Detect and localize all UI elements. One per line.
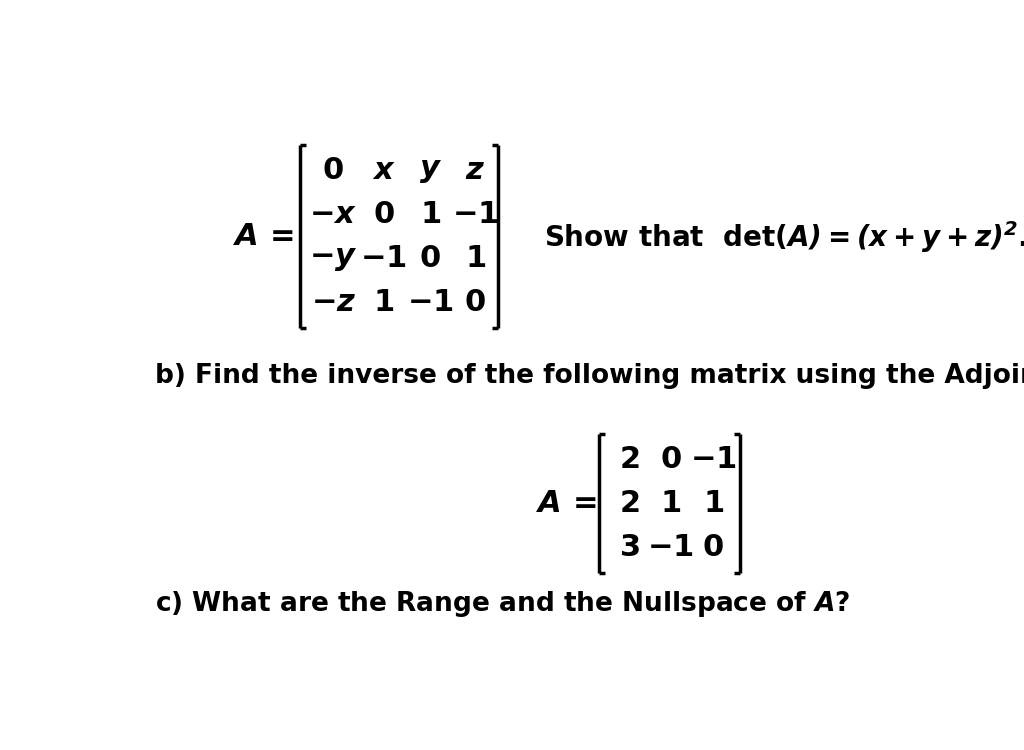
Text: $\mathbf{-1}$: $\mathbf{-1}$ [690, 445, 736, 474]
Text: $\bfit{x}$: $\bfit{x}$ [372, 156, 395, 185]
Text: $\mathbf{3}$: $\mathbf{3}$ [620, 533, 640, 562]
Text: $\mathbf{0}$: $\mathbf{0}$ [323, 156, 344, 185]
Text: c) What are the Range and the Nullspace of $\bfit{A}$?: c) What are the Range and the Nullspace … [155, 590, 851, 620]
Text: $\mathbf{0}$: $\mathbf{0}$ [373, 200, 394, 230]
Text: Show that  $\mathrm{det}(\bfit{A}) = (\bfit{x} + \bfit{y} + \bfit{z})^2$.: Show that $\mathrm{det}(\bfit{A}) = (\bf… [544, 219, 1024, 255]
Text: $\bfit{A}$ =: $\bfit{A}$ = [536, 489, 596, 518]
Text: $\mathbf{-1}$: $\mathbf{-1}$ [452, 200, 499, 230]
Text: $-\bfit{y}$: $-\bfit{y}$ [309, 244, 357, 273]
Text: $\bfit{z}$: $\bfit{z}$ [465, 156, 485, 185]
Text: $\mathbf{1}$: $\mathbf{1}$ [373, 288, 394, 317]
Text: $\mathbf{1}$: $\mathbf{1}$ [465, 244, 485, 273]
Text: $\mathbf{0}$: $\mathbf{0}$ [702, 533, 724, 562]
Text: $\mathbf{2}$: $\mathbf{2}$ [620, 445, 640, 474]
Text: $\mathbf{0}$: $\mathbf{0}$ [659, 445, 681, 474]
Text: $-\bfit{z}$: $-\bfit{z}$ [310, 288, 356, 317]
Text: $\mathbf{1}$: $\mathbf{1}$ [702, 489, 724, 518]
Text: $\mathbf{-1}$: $\mathbf{-1}$ [647, 533, 694, 562]
Text: $\mathbf{-1}$: $\mathbf{-1}$ [360, 244, 408, 273]
Text: $-\bfit{x}$: $-\bfit{x}$ [309, 200, 357, 230]
Text: $\mathbf{1}$: $\mathbf{1}$ [420, 200, 440, 230]
Text: $\mathbf{0}$: $\mathbf{0}$ [420, 244, 441, 273]
Text: $\mathbf{0}$: $\mathbf{0}$ [464, 288, 486, 317]
Text: $\mathbf{2}$: $\mathbf{2}$ [620, 489, 640, 518]
Text: $\mathbf{1}$: $\mathbf{1}$ [659, 489, 681, 518]
Text: $\bfit{A}$ =: $\bfit{A}$ = [233, 222, 294, 251]
Text: $\bfit{y}$: $\bfit{y}$ [419, 156, 441, 185]
Text: b) Find the inverse of the following matrix using the Adjoint matrix.: b) Find the inverse of the following mat… [155, 364, 1024, 389]
Text: $\mathbf{-1}$: $\mathbf{-1}$ [407, 288, 454, 317]
